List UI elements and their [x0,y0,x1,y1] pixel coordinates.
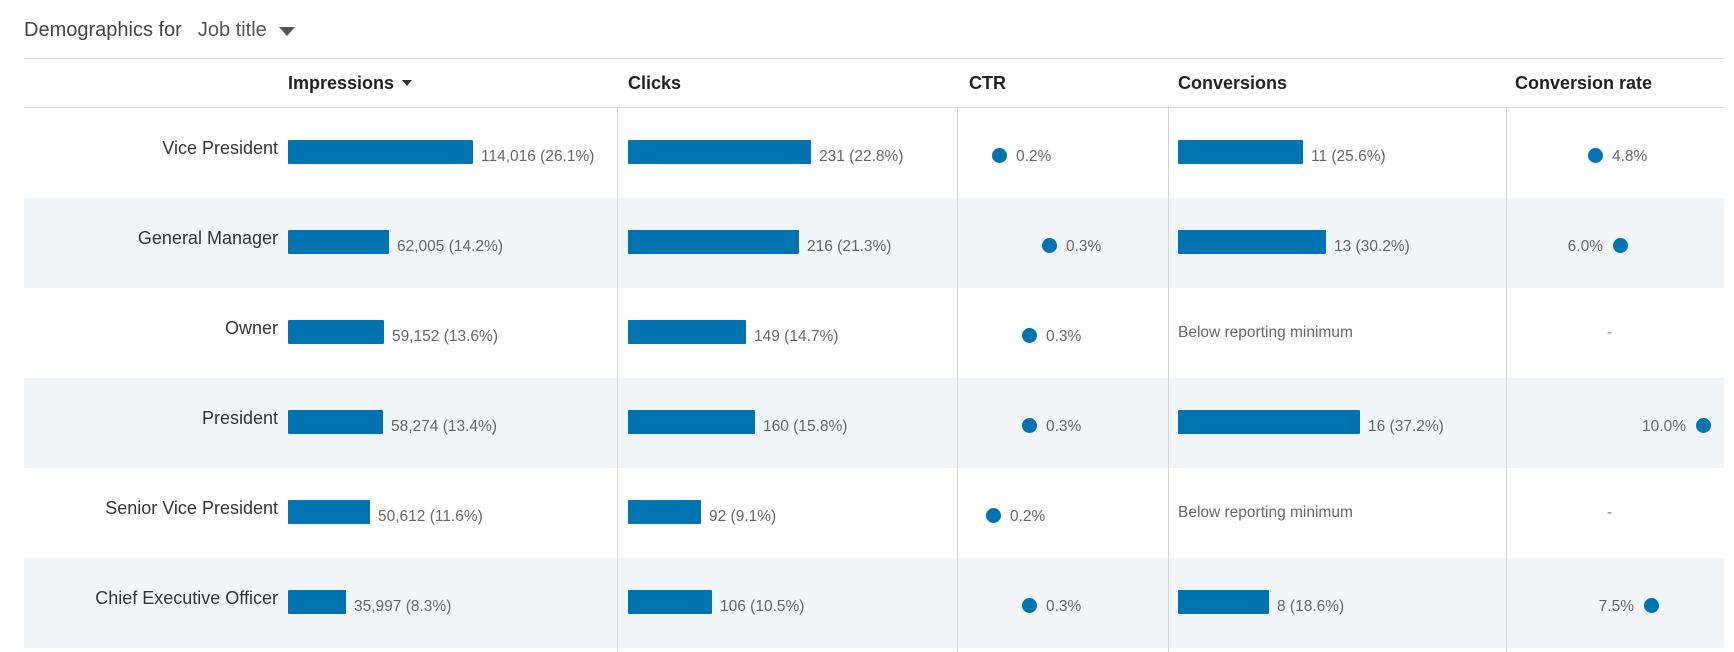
column-divider [1168,106,1169,652]
column-header-conversions[interactable]: Conversions [1178,59,1287,107]
clicks-value: 92 (9.1%) [709,508,777,525]
table-row: President 58,274 (13.4%) 160 (15.8%) 0.3% 16… [24,378,1724,468]
clicks-bar [628,230,799,254]
column-header-clicks[interactable]: Clicks [628,59,681,107]
clicks-value: 149 (14.7%) [754,328,839,345]
sort-caret-icon [402,80,413,86]
clicks-value: 160 (15.8%) [763,418,848,435]
conversion-rate-empty: - [1607,324,1613,341]
ctr-dot [992,148,1007,163]
column-divider [957,106,958,652]
conversions-value: 11 (25.6%) [1311,148,1386,165]
ctr-value: 0.3% [1046,598,1082,615]
ctr-dot [1022,328,1037,343]
conversions-below-minimum: Below reporting minimum [1178,504,1353,521]
impressions-bar [288,410,383,434]
ctr-dot [1022,598,1037,613]
caret-down-icon [278,26,295,36]
conversion-rate-empty: - [1607,504,1613,521]
dropdown-value: Job title [197,18,267,41]
column-label: Conversions [1178,72,1288,93]
conversions-below-minimum: Below reporting minimum [1178,324,1353,341]
conversions-value: 8 (18.6%) [1277,598,1345,615]
ctr-value: 0.3% [1066,238,1102,255]
clicks-bar [628,320,746,344]
clicks-bar [628,140,811,164]
conversions-bar [1178,140,1303,164]
conversion-rate-value: 6.0% [1567,238,1603,255]
demographics-dropdown[interactable]: Job title [198,19,295,42]
column-label: Conversion rate [1515,72,1653,93]
ctr-dot [986,508,1001,523]
table-header: Impressions Clicks CTR Conversions Conve… [24,58,1724,108]
impressions-value: 35,997 (8.3%) [354,598,452,615]
clicks-value: 231 (22.8%) [819,148,904,165]
ctr-value: 0.2% [1016,148,1052,165]
impressions-bar [288,320,384,344]
conversion-rate-value: 10.0% [1642,418,1686,435]
ctr-value: 0.2% [1010,508,1046,525]
column-header-ctr[interactable]: CTR [969,59,1006,107]
demographics-table: Impressions Clicks CTR Conversions Conve… [24,58,1724,648]
column-label: Impressions [288,72,395,93]
table-row: Owner 59,152 (13.6%) 149 (14.7%) 0.3% Below … [24,288,1724,378]
column-divider [617,106,618,652]
row-label: Senior Vice President [105,498,278,518]
impressions-bar [288,500,370,524]
conversions-bar [1178,590,1269,614]
demographics-header: Demographics for Job title [24,14,295,46]
conversions-bar [1178,230,1326,254]
row-label: Vice President [162,138,278,158]
column-divider [1506,106,1507,652]
impressions-bar [288,140,473,164]
column-header-impressions[interactable]: Impressions [288,59,413,107]
row-label: President [201,408,278,428]
conversion-rate-dot [1613,238,1628,253]
row-label: Owner [224,318,278,338]
row-label: General Manager [137,228,278,248]
demographics-label: Demographics for [24,18,182,41]
impressions-bar [288,590,346,614]
table-row: Vice President 114,016 (26.1%) 231 (22.8%)… [24,108,1724,198]
row-label: Chief Executive Officer [95,588,278,608]
clicks-bar [628,500,701,524]
column-label: Clicks [628,72,682,93]
ctr-dot [1022,418,1037,433]
conversions-value: 13 (30.2%) [1334,238,1410,255]
table-row: Chief Executive Officer 35,997 (8.3%) 106 … [24,558,1724,648]
impressions-value: 62,005 (14.2%) [397,238,503,255]
impressions-value: 50,612 (11.6%) [378,508,483,525]
column-label: CTR [969,72,1006,93]
ctr-value: 0.3% [1046,328,1082,345]
impressions-value: 114,016 (26.1%) [481,148,595,165]
table-body: Vice President 114,016 (26.1%) 231 (22.8%)… [24,108,1724,648]
impressions-bar [288,230,389,254]
conversion-rate-dot [1588,148,1603,163]
clicks-value: 216 (21.3%) [807,238,892,255]
conversions-value: 16 (37.2%) [1368,418,1444,435]
conversion-rate-dot [1644,598,1659,613]
impressions-value: 58,274 (13.4%) [391,418,497,435]
ctr-value: 0.3% [1046,418,1082,435]
ctr-dot [1042,238,1057,253]
conversion-rate-dot [1696,418,1711,433]
table-row: Senior Vice President 50,612 (11.6%) 92 (9… [24,468,1724,558]
clicks-value: 106 (10.5%) [720,598,805,615]
conversion-rate-value: 7.5% [1598,598,1634,615]
clicks-bar [628,590,712,614]
clicks-bar [628,410,755,434]
conversions-bar [1178,410,1360,434]
column-header-conversion-rate[interactable]: Conversion rate [1515,59,1652,107]
table-row: General Manager 62,005 (14.2%) 216 (21.3%)… [24,198,1724,288]
conversion-rate-value: 4.8% [1612,148,1648,165]
impressions-value: 59,152 (13.6%) [392,328,498,345]
